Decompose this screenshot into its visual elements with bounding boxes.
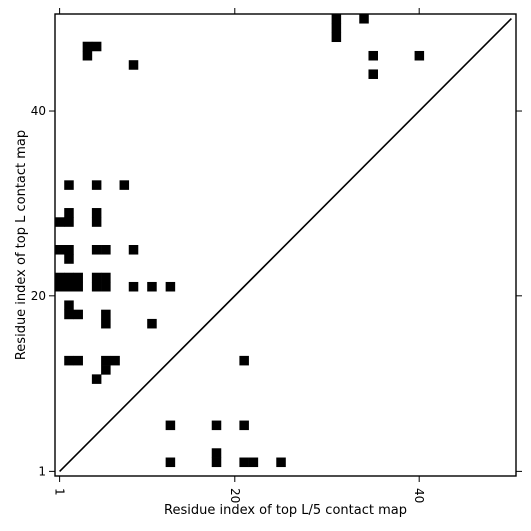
- contact-cell: [101, 365, 111, 375]
- contact-cell: [91, 180, 102, 190]
- contact-cell: [64, 208, 74, 218]
- contact-cell: [239, 457, 249, 468]
- y-axis-label: Residue index of top L contact map: [14, 130, 29, 360]
- contact-cell: [331, 23, 342, 33]
- contact-cell: [368, 69, 378, 79]
- contact-cell: [64, 254, 74, 264]
- contact-cell: [147, 281, 157, 292]
- contact-cell: [248, 457, 259, 468]
- contact-cell: [73, 281, 83, 292]
- contact-cell: [55, 272, 65, 283]
- contact-cell: [73, 309, 83, 320]
- contact-cell: [91, 41, 102, 52]
- y-tick-label: 1: [38, 464, 46, 478]
- contact-cell: [165, 457, 176, 468]
- contact-cell: [128, 60, 139, 70]
- x-axis-label: Residue index of top L/5 contact map: [164, 503, 407, 518]
- contact-cell: [55, 245, 65, 255]
- contact-cell: [82, 50, 93, 61]
- contact-cell: [55, 281, 65, 292]
- y-tick-label: 40: [31, 104, 46, 118]
- contact-cell: [101, 318, 111, 329]
- contact-cell: [64, 309, 74, 320]
- contact-cell: [91, 208, 102, 218]
- contact-cell: [73, 355, 83, 366]
- contact-cell: [73, 272, 83, 283]
- x-tick-label: 1: [53, 488, 67, 496]
- contact-cell: [211, 457, 222, 468]
- contact-cell: [101, 245, 111, 255]
- contact-cell: [110, 355, 120, 366]
- contact-cell: [91, 217, 102, 227]
- contact-cell: [239, 420, 249, 431]
- contact-cell: [128, 281, 139, 292]
- contact-cell: [64, 355, 74, 366]
- contact-cell: [211, 448, 222, 458]
- contact-cell: [64, 272, 74, 283]
- contact-cell: [101, 272, 111, 283]
- contact-cells: [55, 14, 425, 468]
- contact-cell: [414, 50, 425, 61]
- contact-cell: [91, 374, 102, 384]
- contact-cell: [91, 272, 102, 283]
- contact-cell: [82, 41, 93, 52]
- contact-cell: [55, 217, 65, 227]
- x-tick-label: 40: [412, 488, 426, 503]
- contact-cell: [64, 281, 74, 292]
- contact-cell: [101, 281, 111, 292]
- contact-cell: [331, 32, 342, 43]
- y-tick-label: 20: [31, 289, 46, 303]
- contact-cell: [119, 180, 130, 190]
- contact-cell: [147, 318, 157, 329]
- contact-cell: [91, 281, 102, 292]
- contact-cell: [165, 420, 176, 431]
- contact-cell: [368, 50, 378, 61]
- contact-cell: [64, 245, 74, 255]
- contact-cell: [128, 245, 139, 255]
- contact-cell: [64, 180, 74, 190]
- contact-cell: [211, 420, 222, 431]
- contact-cell: [101, 309, 111, 320]
- contact-cell: [165, 281, 176, 292]
- contact-cell: [64, 300, 74, 310]
- contact-cell: [101, 355, 111, 366]
- contact-cell: [64, 217, 74, 227]
- contact-cell: [91, 245, 102, 255]
- contact-cell: [239, 355, 249, 366]
- diagonal-line: [59, 18, 512, 472]
- contact-cell: [331, 14, 342, 24]
- contact-cell: [359, 14, 369, 24]
- x-tick-label: 20: [228, 488, 242, 503]
- contact-cell: [276, 457, 286, 468]
- plot-frame: [54, 13, 517, 477]
- axis-ticks: [49, 8, 522, 482]
- tick-labels: 1 20 40 1 20 40: [31, 104, 426, 503]
